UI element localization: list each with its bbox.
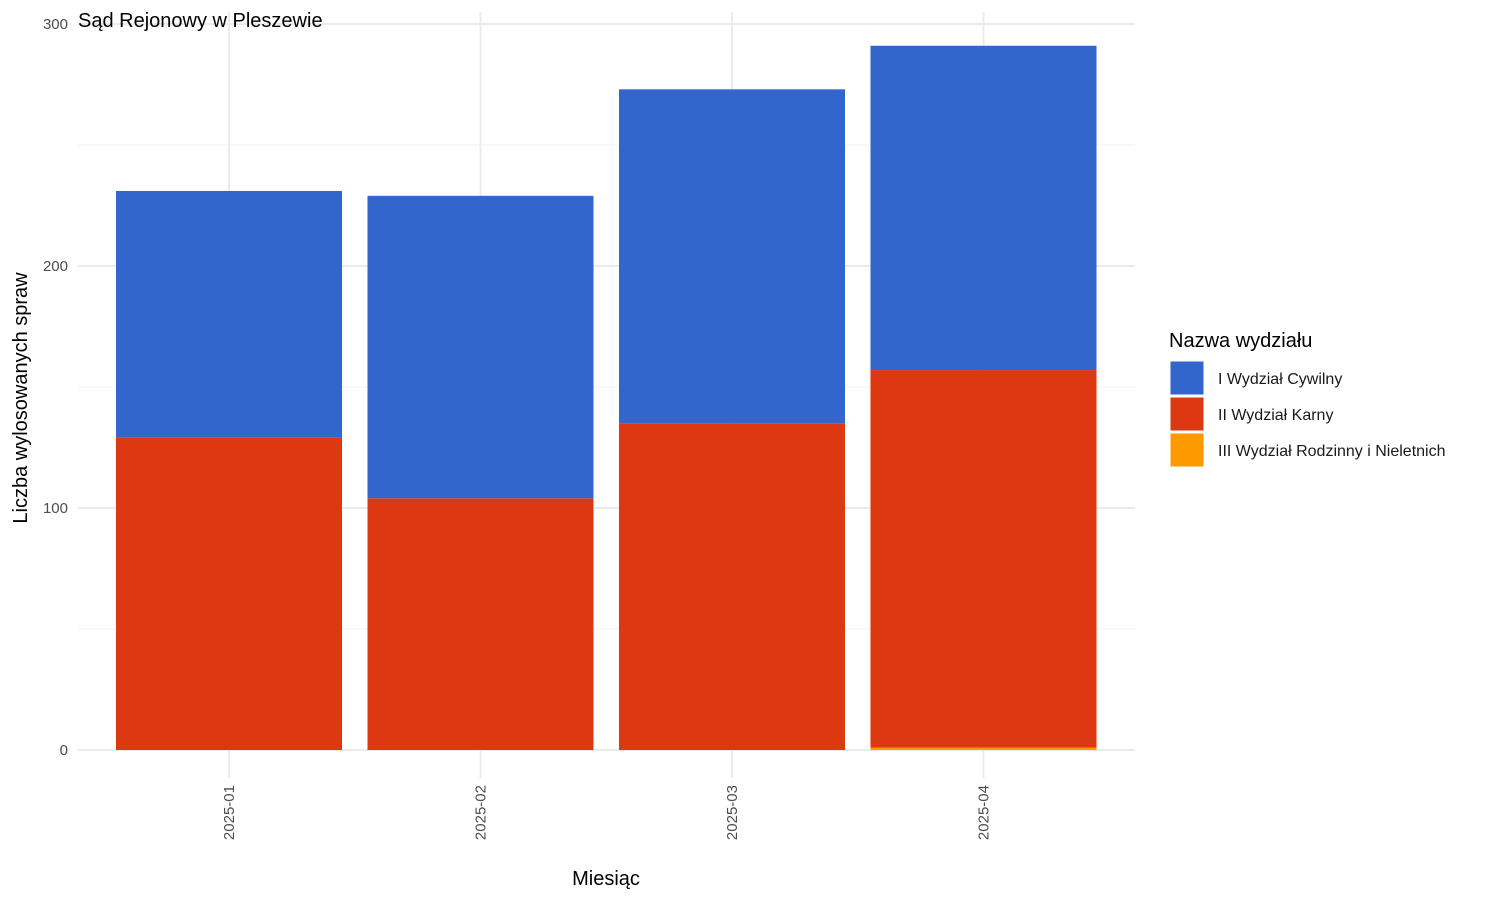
bar-segment bbox=[116, 190, 342, 438]
chart-title: Sąd Rejonowy w Pleszewie bbox=[78, 10, 323, 32]
legend-label: III Wydział Rodzinny i Nieletnich bbox=[1218, 443, 1446, 460]
legend: Nazwa wydziału I Wydział Cywilny II Wydzi… bbox=[1169, 330, 1446, 468]
bar-segment bbox=[619, 89, 845, 424]
y-axis-ticks: 0 100 200 300 bbox=[43, 16, 68, 759]
bar-segment bbox=[367, 498, 594, 750]
legend-swatch bbox=[1169, 360, 1205, 396]
x-axis-title: Miesiąc bbox=[572, 868, 640, 890]
bar-segment bbox=[870, 370, 1097, 748]
legend-title: Nazwa wydziału bbox=[1169, 330, 1312, 352]
bar-segment bbox=[870, 747, 1097, 750]
bar-segment bbox=[367, 195, 594, 499]
legend-swatch bbox=[1169, 396, 1205, 432]
bar-segment bbox=[870, 45, 1097, 371]
y-tick-label: 100 bbox=[43, 500, 68, 517]
bars bbox=[116, 45, 1097, 750]
x-axis-ticks: 2025-01 2025-02 2025-03 2025-04 bbox=[221, 785, 993, 840]
legend-swatch bbox=[1169, 432, 1205, 468]
y-axis-title: Liczba wylosowanych spraw bbox=[10, 272, 32, 524]
x-tick-label: 2025-02 bbox=[473, 785, 490, 840]
bar-segment bbox=[619, 423, 845, 750]
y-tick-label: 300 bbox=[43, 16, 68, 33]
x-tick-label: 2025-04 bbox=[976, 785, 993, 840]
x-tick-label: 2025-01 bbox=[221, 785, 238, 840]
legend-label: II Wydział Karny bbox=[1218, 407, 1333, 424]
x-tick-label: 2025-03 bbox=[724, 785, 741, 840]
bar-segment bbox=[116, 437, 342, 750]
legend-label: I Wydział Cywilny bbox=[1218, 371, 1342, 388]
y-tick-label: 200 bbox=[43, 258, 68, 275]
y-tick-label: 0 bbox=[60, 742, 68, 759]
